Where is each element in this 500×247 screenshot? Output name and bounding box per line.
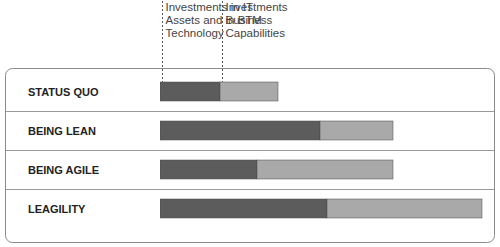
bar-segment bbox=[160, 121, 320, 140]
category-label: BEING AGILE bbox=[28, 164, 99, 176]
legend-leader bbox=[162, 1, 163, 82]
bar-segment bbox=[220, 82, 278, 101]
row-separator bbox=[6, 111, 494, 112]
legend-leader bbox=[222, 1, 223, 82]
legend-entry: Investments in BTM Capabilities bbox=[226, 1, 298, 40]
bar-segment bbox=[257, 160, 393, 179]
bar-segment bbox=[160, 160, 257, 179]
bar-segment bbox=[327, 199, 482, 218]
category-label: BEING LEAN bbox=[28, 125, 96, 137]
row-separator bbox=[6, 150, 494, 151]
category-label: STATUS QUO bbox=[28, 86, 99, 98]
chart-root: STATUS QUO BEING LEAN BEING AGILE LEAGILITY… bbox=[0, 0, 500, 247]
bar-segment bbox=[160, 82, 220, 101]
bar-segment bbox=[320, 121, 393, 140]
category-label: LEAGILITY bbox=[28, 203, 86, 215]
bar-segment bbox=[160, 199, 327, 218]
frame bbox=[6, 69, 495, 243]
row-separator bbox=[6, 189, 494, 190]
bars bbox=[160, 82, 482, 218]
